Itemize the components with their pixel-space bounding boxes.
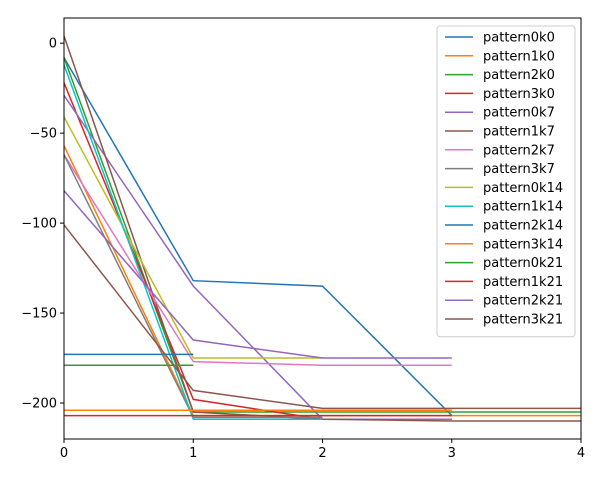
legend: pattern0k0 pattern1k0 pattern2k0 pattern3k0… (436, 25, 576, 338)
y-tick-label: −150 (21, 307, 57, 322)
legend-label: pattern1k7 (483, 125, 555, 140)
x-tick-label: 4 (577, 446, 585, 461)
y-tick-label: −100 (21, 217, 57, 232)
series-line-pattern0k0 (63, 57, 453, 417)
legend-label: pattern0k0 (483, 31, 555, 46)
series-line-pattern0k14 (63, 116, 323, 359)
series-line-pattern2k21 (63, 190, 452, 359)
x-axis: 0 1 2 3 4 (60, 439, 585, 461)
legend-label: pattern1k0 (483, 49, 555, 64)
legend-label: pattern3k0 (483, 87, 555, 102)
legend-label: pattern0k14 (483, 181, 563, 196)
series-line-pattern3k21 (63, 224, 581, 410)
legend-label: pattern3k14 (483, 237, 563, 252)
x-tick-label: 3 (448, 446, 456, 461)
series-line-pattern0k7 (63, 94, 452, 420)
series-line-pattern1k14 (63, 64, 323, 420)
legend-label: pattern3k7 (483, 162, 555, 177)
y-tick-label: 0 (49, 37, 57, 52)
legend-label: pattern1k14 (483, 200, 563, 215)
y-tick-label: −50 (30, 127, 57, 142)
y-axis: 0 −50 −100 −150 −200 (21, 37, 64, 412)
y-tick-label: −200 (21, 397, 57, 412)
legend-label: pattern3k21 (483, 313, 563, 328)
legend-label: pattern2k14 (483, 219, 563, 234)
series-layer (63, 35, 581, 422)
series-line-pattern2k7 (63, 154, 452, 366)
legend-label: pattern1k21 (483, 275, 563, 290)
legend-label: pattern0k7 (483, 106, 555, 121)
legend-label: pattern2k7 (483, 143, 555, 158)
legend-label: pattern2k0 (483, 68, 555, 83)
x-tick-label: 0 (60, 446, 68, 461)
legend-label: pattern2k21 (483, 294, 563, 309)
legend-box (436, 25, 576, 338)
legend-label: pattern0k21 (483, 256, 563, 271)
x-tick-label: 2 (318, 446, 326, 461)
x-tick-label: 1 (189, 446, 197, 461)
series-line-pattern3k0 (63, 82, 452, 420)
